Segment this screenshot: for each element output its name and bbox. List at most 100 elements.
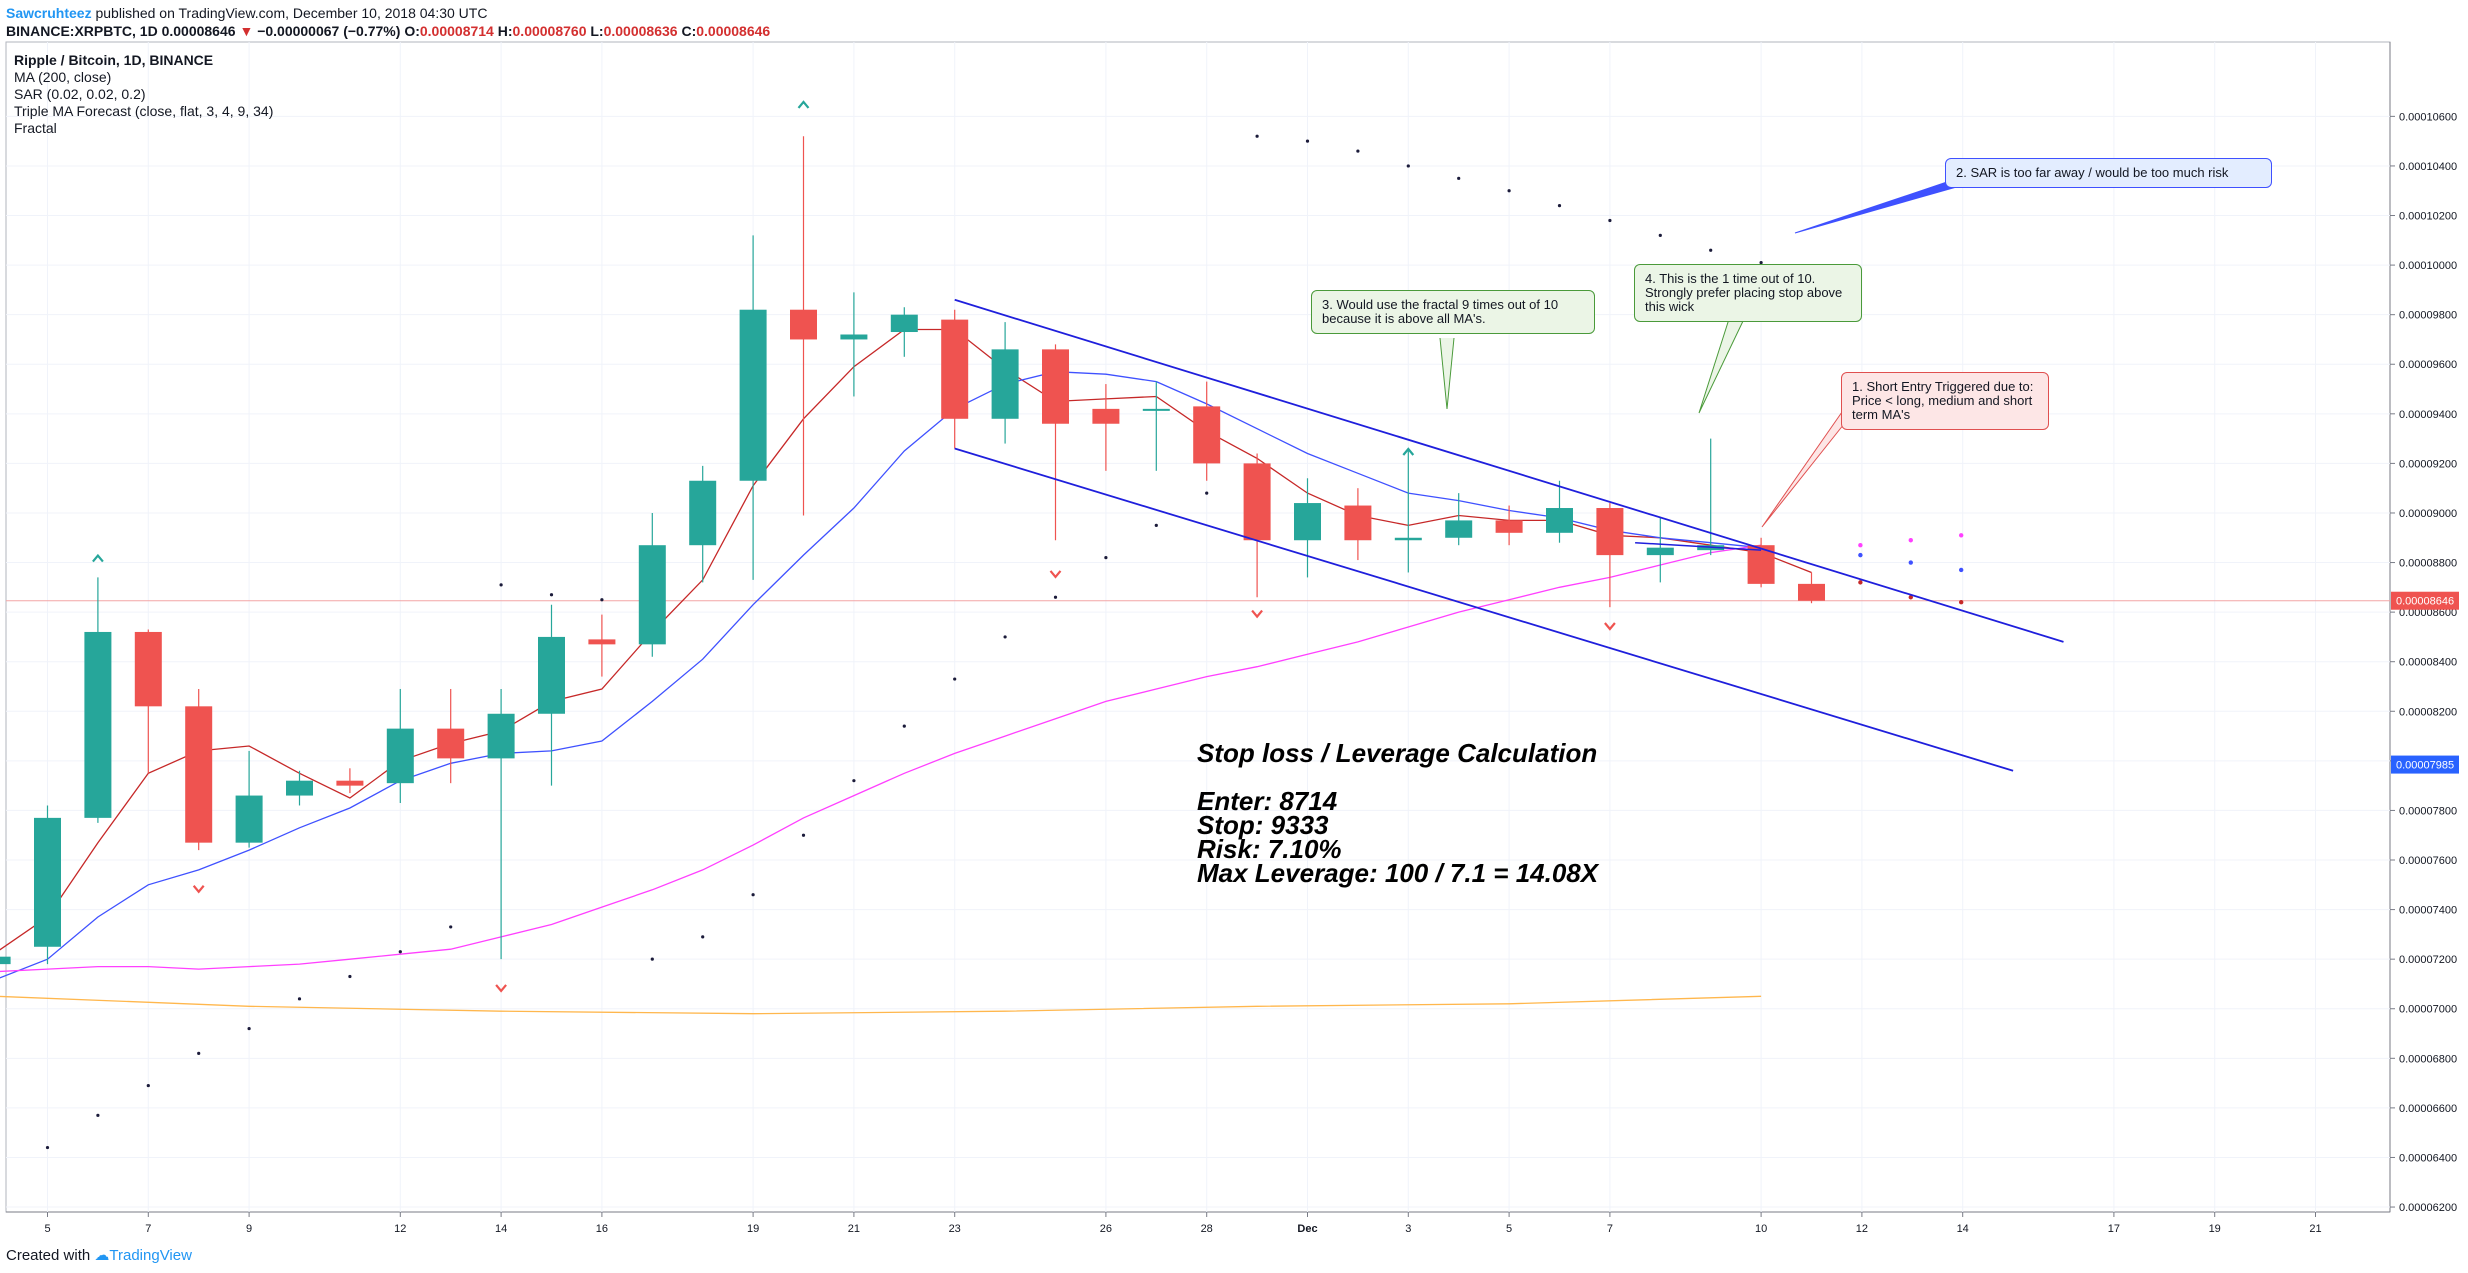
candle-up	[638, 545, 666, 645]
note-3-pointer	[1439, 337, 1455, 410]
time-tick-label: 7	[145, 1223, 151, 1235]
time-tick-label: 3	[1405, 1223, 1411, 1235]
ma200-line	[0, 995, 1762, 1015]
open-label: O:	[404, 23, 420, 39]
sar-dot	[247, 1026, 251, 1031]
forecast-dot	[1908, 595, 1913, 600]
candle-up	[538, 636, 565, 714]
triple-ma-long-line	[0, 544, 1762, 973]
time-tick-label: 21	[848, 1223, 860, 1235]
time-tick-label: 19	[2209, 1223, 2221, 1235]
sar-dot	[600, 598, 604, 602]
note-3-callout[interactable]: 3. Would use the fractal 9 times out of …	[1311, 290, 1595, 334]
price-axis: 0.00010600 0.00010400 0.00010200 0.00010000…	[2390, 111, 2459, 1214]
note-4-callout[interactable]: 4. This is the 1 time out of 10. Strongl…	[1634, 264, 1862, 322]
time-tick-label: 23	[949, 1223, 961, 1235]
candle-up	[689, 480, 717, 546]
legend-triple-ma[interactable]: Triple MA Forecast (close, flat, 3, 4, 9…	[14, 103, 274, 119]
legend-fractal[interactable]: Fractal	[14, 120, 57, 136]
candle-up	[840, 334, 868, 340]
footer: Created with ☁TradingView	[6, 1246, 192, 1264]
sar-dot	[1305, 139, 1310, 143]
candle-up	[235, 795, 263, 843]
entry-line	[1635, 541, 1762, 551]
price-tick-label: 0.00007600	[2399, 855, 2457, 867]
sar-dot	[1507, 189, 1511, 193]
candle-up	[84, 631, 112, 818]
price-tick-label: 0.00008600	[2399, 607, 2457, 619]
forecast-dot	[1908, 538, 1913, 543]
calc-risk: Risk: 7.10%	[1197, 834, 1342, 864]
candle-down	[588, 639, 616, 645]
fractal-down-icon	[1049, 570, 1062, 579]
note-2-callout[interactable]: 2. SAR is too far away / would be too mu…	[1945, 158, 2272, 188]
price-tick-label: 0.00007200	[2399, 954, 2457, 966]
candle-up	[286, 780, 313, 796]
price-tick-label: 0.00009400	[2399, 409, 2457, 421]
price-tick-label: 0.00010200	[2399, 211, 2457, 223]
last-price: 0.00008646	[161, 23, 236, 39]
sar-dot	[449, 925, 453, 929]
publish-info: Sawcruhteez published on TradingView.com…	[6, 4, 487, 22]
candle-up	[487, 713, 515, 759]
candle-down	[1243, 463, 1271, 541]
indicator-lines	[0, 328, 1812, 1015]
candle-up	[890, 314, 918, 333]
author-name[interactable]: Sawcruhteez	[6, 5, 92, 21]
fractal-down-icon	[495, 984, 507, 993]
quote-bar: BINANCE:XRPBTC, 1D 0.00008646 ▼ −0.00000…	[6, 22, 770, 40]
channel-upper	[954, 298, 2064, 643]
channel-lower	[954, 447, 2014, 772]
fractal-up-icon	[92, 553, 104, 563]
legend-ma200[interactable]: MA (200, close)	[14, 69, 112, 85]
candle-down	[1042, 349, 1069, 424]
sar-dot	[348, 974, 352, 979]
sar-dot	[1557, 204, 1562, 208]
candle-down	[1092, 408, 1120, 424]
price-tick-label: 0.00009200	[2399, 458, 2457, 470]
note-1-callout[interactable]: 1. Short Entry Triggered due to: Price <…	[1841, 372, 2049, 430]
sar-dot	[1356, 149, 1360, 153]
candles	[0, 136, 1825, 965]
time-tick-label: 9	[246, 1223, 252, 1235]
sar-dot	[549, 593, 554, 597]
high-label: H:	[497, 23, 513, 39]
sar-dot	[1104, 555, 1108, 560]
note-4-pointer	[1698, 318, 1745, 414]
sar-dot	[1709, 248, 1713, 252]
note-3-text: 3. Would use the fractal 9 times out of …	[1322, 297, 1559, 326]
candle-up	[1445, 520, 1473, 538]
fractal-up-icon	[1402, 447, 1415, 456]
triple-ma-medium-line	[0, 371, 1762, 979]
fractal-down-icon	[192, 885, 205, 894]
time-tick-label: 19	[747, 1223, 759, 1235]
sar-dot	[1053, 595, 1058, 599]
candle-down	[941, 319, 969, 419]
price-tick-label: 0.00008800	[2399, 558, 2457, 570]
close-label: C:	[681, 23, 697, 39]
tradingview-logo-icon[interactable]: ☁TradingView	[94, 1247, 192, 1264]
leverage-calculation: Stop loss / Leverage Calculation Enter: …	[1197, 738, 1598, 886]
legend-title[interactable]: Ripple / Bitcoin, 1D, BINANCE	[14, 52, 214, 68]
change-arrow-icon: ▼	[239, 23, 254, 39]
price-tick-label: 0.00007800	[2399, 805, 2457, 817]
time-tick-label: Dec	[1297, 1223, 1317, 1235]
time-tick-label: 17	[2108, 1223, 2120, 1235]
price-change: −0.00000067 (−0.77%)	[257, 23, 401, 39]
legend-sar[interactable]: SAR (0.02, 0.02, 0.2)	[14, 86, 146, 102]
price-tick-label: 0.00007000	[2399, 1004, 2457, 1016]
candle-up	[739, 309, 767, 481]
candle-down	[437, 728, 465, 759]
price-tick-label: 0.00007400	[2399, 905, 2457, 917]
forecast-dot	[1958, 567, 1964, 573]
sar-dot	[650, 957, 654, 961]
calc-title: Stop loss / Leverage Calculation	[1197, 738, 1598, 768]
sar-dot	[499, 583, 503, 587]
time-tick-label: 10	[1755, 1223, 1767, 1235]
note-4-text: 4. This is the 1 time out of 10. Strongl…	[1645, 271, 1843, 314]
sar-dot	[398, 950, 402, 954]
candle-down	[1193, 406, 1221, 464]
indicator-legend: Ripple / Bitcoin, 1D, BINANCE MA (200, c…	[14, 52, 273, 137]
marker-price-label: 0.00007985	[2396, 760, 2454, 772]
